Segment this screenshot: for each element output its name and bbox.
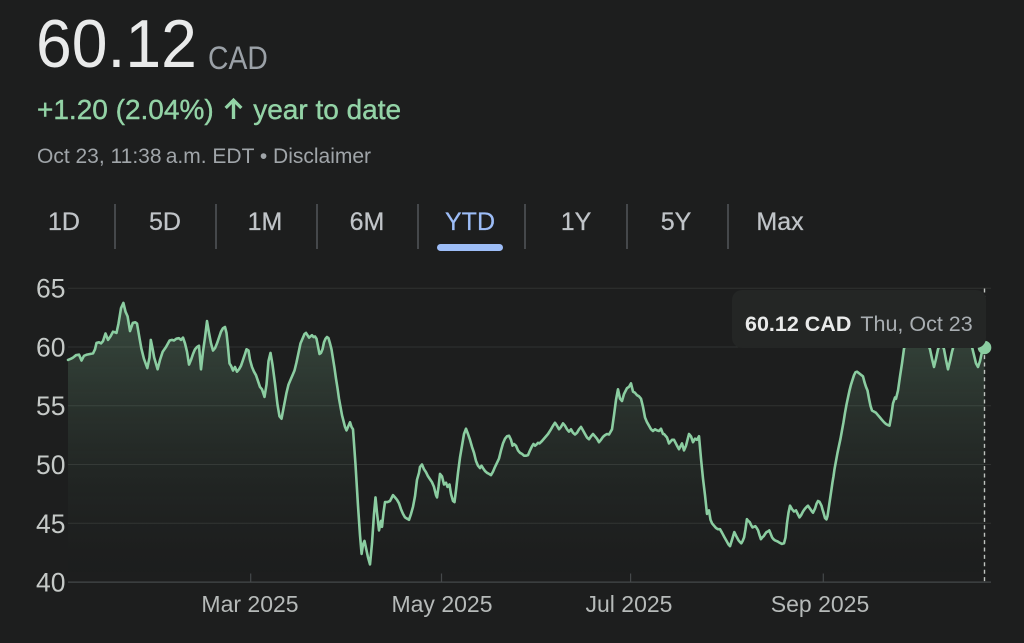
svg-text:Jul 2025: Jul 2025 — [586, 591, 673, 617]
svg-text:50: 50 — [36, 450, 65, 480]
svg-text:65: 65 — [36, 274, 65, 304]
svg-text:Sep 2025: Sep 2025 — [771, 591, 869, 617]
svg-text:55: 55 — [36, 391, 65, 421]
svg-text:May 2025: May 2025 — [391, 591, 492, 617]
svg-text:45: 45 — [36, 509, 65, 539]
svg-text:40: 40 — [36, 568, 65, 598]
svg-text:Mar 2025: Mar 2025 — [201, 591, 298, 617]
svg-text:60: 60 — [36, 333, 65, 363]
